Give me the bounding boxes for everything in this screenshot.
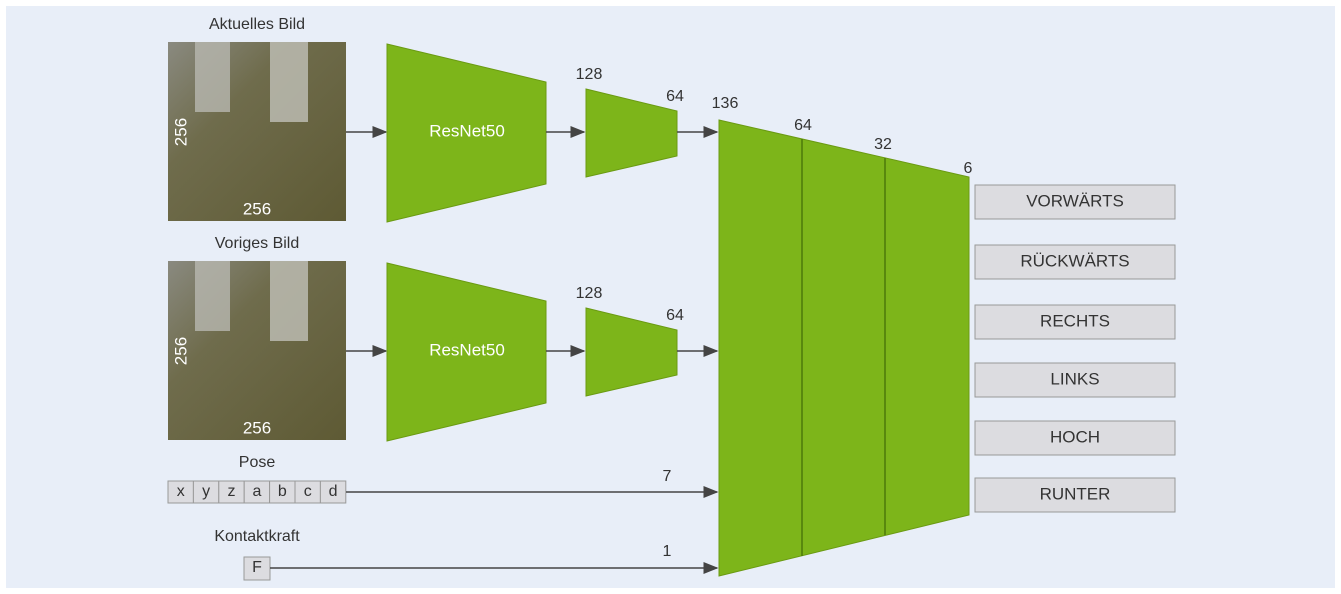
image-height-label: 256 [171,337,190,365]
output-box [974,244,1176,280]
fc-block [585,307,678,397]
output-box [974,362,1176,398]
pose-field-label: b [278,483,287,500]
fc-block [585,88,678,178]
pose-field-label: a [252,483,261,500]
pose-field-label: y [202,483,210,500]
image-detail [195,261,230,331]
fc-in-label: 128 [576,66,603,83]
image-detail [270,42,308,122]
pose-field-label: d [329,483,338,500]
force-field-label: F [252,559,262,576]
image-height-label: 256 [171,118,190,146]
image-detail [195,42,230,112]
pose-label: Pose [239,454,276,471]
output-label: RÜCKWÄRTS [1020,251,1129,270]
image-detail [270,261,308,341]
pose-field-label: c [304,483,312,500]
force-dim-label: 1 [663,543,672,560]
output-box [974,477,1176,513]
output-box [974,184,1176,220]
encoder-block [386,262,547,442]
output-box [974,420,1176,456]
pose-field [319,480,347,504]
output-label: RUNTER [1040,484,1111,503]
encoder-block [386,43,547,223]
input-image [168,261,346,440]
output-label: VORWÄRTS [1026,191,1124,210]
image-label: Voriges Bild [215,235,300,252]
output-label: HOCH [1050,427,1100,446]
force-label: Kontaktkraft [214,528,300,545]
layer-size-label: 136 [712,95,739,112]
fc-out-label: 64 [666,307,684,324]
fc-in-label: 128 [576,285,603,302]
image-width-label: 256 [243,418,271,437]
layer-size-label: 6 [964,160,973,177]
pose-field-label: x [177,483,185,500]
input-image [168,42,346,221]
image-label: Aktuelles Bild [209,16,305,33]
encoder-label: ResNet50 [429,121,505,140]
output-label: LINKS [1050,369,1099,388]
image-width-label: 256 [243,199,271,218]
layer-size-label: 32 [874,136,892,153]
fusion-block [718,119,970,577]
pose-field-label: z [228,483,236,500]
encoder-label: ResNet50 [429,340,505,359]
layer-size-label: 64 [794,117,812,134]
output-box [974,304,1176,340]
pose-dim-label: 7 [663,468,672,485]
fc-out-label: 64 [666,88,684,105]
output-label: RECHTS [1040,311,1110,330]
